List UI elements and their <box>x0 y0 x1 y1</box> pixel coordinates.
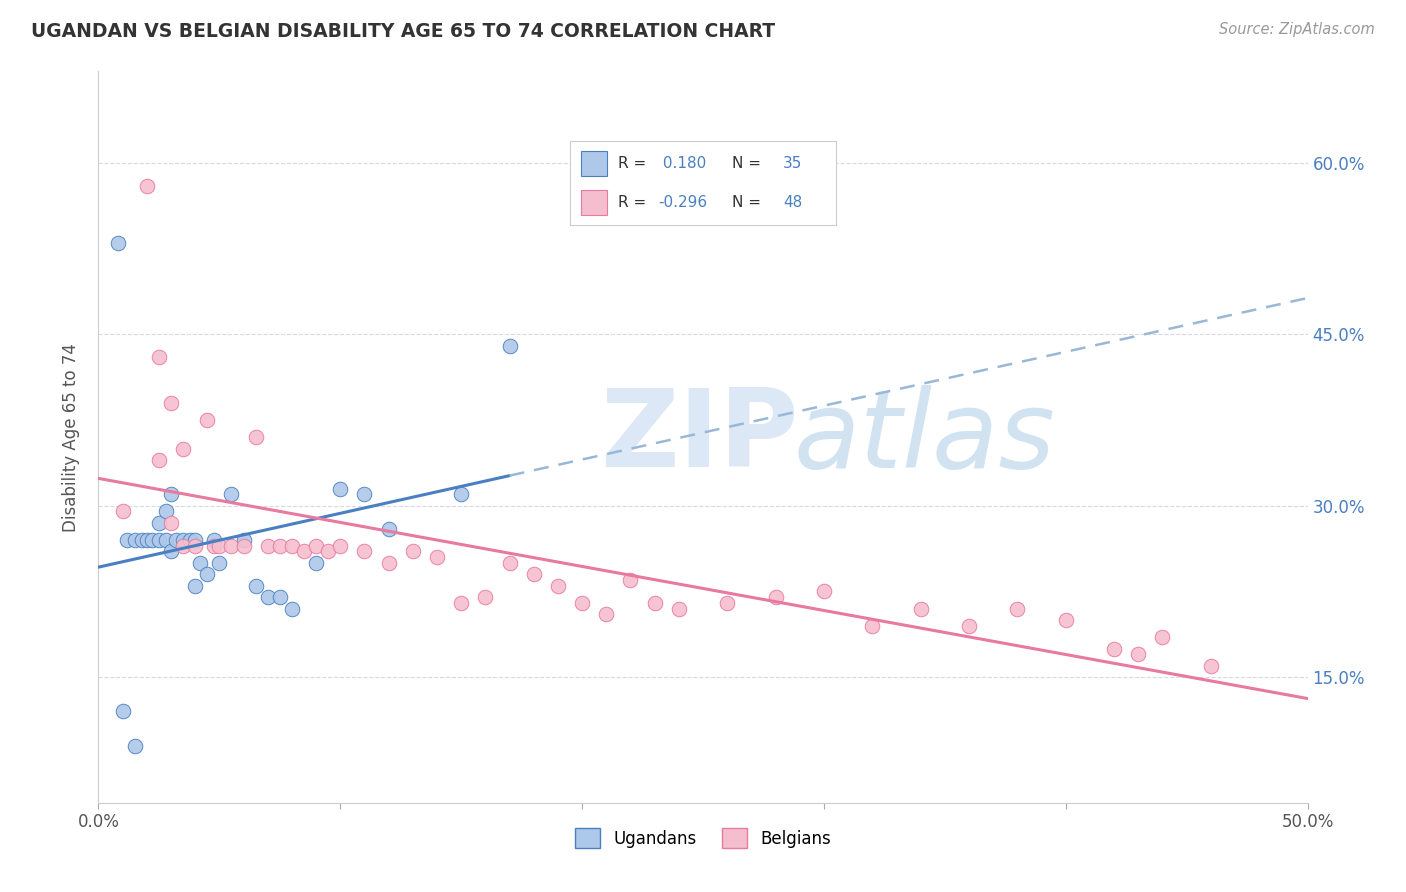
Point <box>595 607 617 622</box>
Text: UGANDAN VS BELGIAN DISABILITY AGE 65 TO 74 CORRELATION CHART: UGANDAN VS BELGIAN DISABILITY AGE 65 TO … <box>31 22 775 41</box>
Point <box>131 533 153 547</box>
Point <box>957 618 980 632</box>
Point <box>269 590 291 604</box>
Point <box>124 533 146 547</box>
Point <box>232 533 254 547</box>
Point <box>1054 613 1077 627</box>
Legend: Ugandans, Belgians: Ugandans, Belgians <box>567 820 839 856</box>
Point <box>184 539 207 553</box>
Text: Source: ZipAtlas.com: Source: ZipAtlas.com <box>1219 22 1375 37</box>
Point <box>188 556 211 570</box>
Point <box>204 539 226 553</box>
Point <box>1152 630 1174 644</box>
Point <box>208 539 231 553</box>
Point <box>135 178 157 193</box>
Point <box>1102 641 1125 656</box>
Point <box>184 579 207 593</box>
Point <box>329 539 352 553</box>
Point <box>160 487 183 501</box>
Point <box>644 596 666 610</box>
Y-axis label: Disability Age 65 to 74: Disability Age 65 to 74 <box>62 343 80 532</box>
Point <box>281 601 304 615</box>
Point <box>245 430 267 444</box>
Point <box>232 539 254 553</box>
Point <box>523 567 546 582</box>
Point <box>765 590 787 604</box>
Point <box>547 579 569 593</box>
Point <box>111 504 134 518</box>
Point <box>256 539 278 553</box>
Point <box>245 579 267 593</box>
Point <box>221 487 243 501</box>
Point <box>305 556 328 570</box>
Point <box>148 453 170 467</box>
Point <box>148 533 170 547</box>
Point <box>195 413 218 427</box>
Point <box>204 533 226 547</box>
Point <box>155 504 177 518</box>
Point <box>1199 658 1222 673</box>
Point <box>498 338 520 352</box>
Point <box>135 533 157 547</box>
Point <box>474 590 496 604</box>
Point <box>179 533 201 547</box>
Point <box>117 533 139 547</box>
Point <box>426 550 449 565</box>
Point <box>377 556 399 570</box>
Point <box>256 590 278 604</box>
Point <box>195 567 218 582</box>
Point <box>498 556 520 570</box>
Point <box>148 350 170 364</box>
Point <box>165 533 187 547</box>
Point <box>1128 647 1150 661</box>
Point <box>160 544 183 558</box>
Point <box>148 516 170 530</box>
Point <box>172 539 194 553</box>
Text: ZIP: ZIP <box>600 384 799 490</box>
Point <box>221 539 243 553</box>
Point <box>450 487 472 501</box>
Point <box>910 601 932 615</box>
Point <box>107 235 129 250</box>
Point <box>353 487 375 501</box>
Point <box>813 584 835 599</box>
Point <box>269 539 291 553</box>
Point <box>353 544 375 558</box>
Point <box>172 533 194 547</box>
Point <box>316 544 339 558</box>
Point <box>184 533 207 547</box>
Point <box>716 596 738 610</box>
Point <box>124 739 146 753</box>
Point <box>160 396 183 410</box>
Point <box>860 618 883 632</box>
Point <box>402 544 425 558</box>
Point <box>305 539 328 553</box>
Point <box>450 596 472 610</box>
Point <box>377 521 399 535</box>
Point <box>281 539 304 553</box>
Point <box>292 544 315 558</box>
Point <box>668 601 690 615</box>
Point <box>619 573 641 587</box>
Point <box>141 533 163 547</box>
Point <box>155 533 177 547</box>
Point <box>571 596 593 610</box>
Point <box>329 482 352 496</box>
Point <box>208 556 231 570</box>
Point <box>1007 601 1029 615</box>
Point <box>160 516 183 530</box>
Point <box>172 442 194 456</box>
Point <box>111 705 134 719</box>
Text: atlas: atlas <box>793 384 1056 490</box>
